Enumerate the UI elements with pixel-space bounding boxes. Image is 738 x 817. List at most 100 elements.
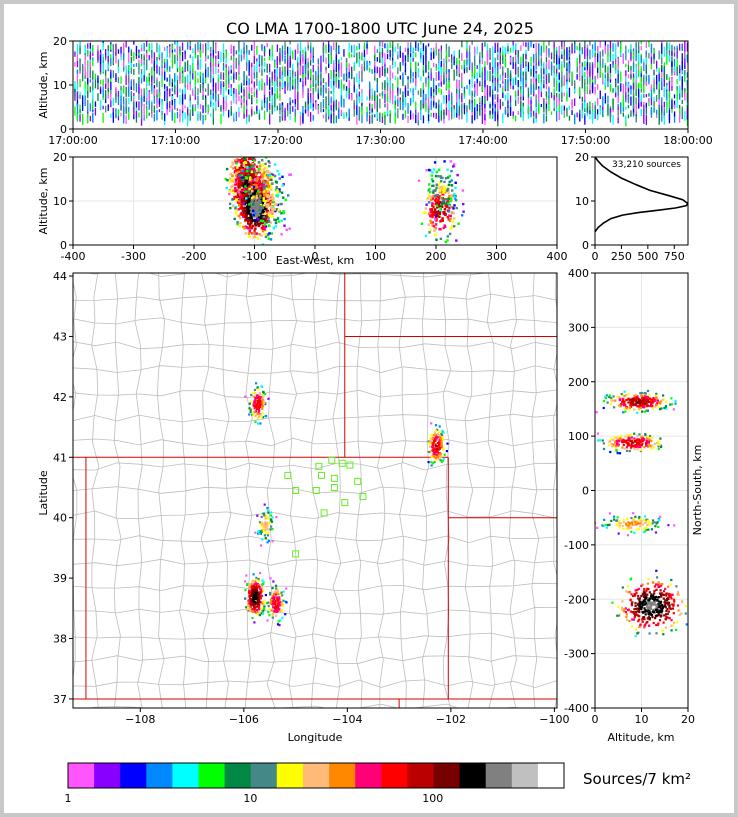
time-height-source: [110, 91, 112, 95]
time-height-source: [110, 88, 112, 92]
time-height-source: [545, 62, 548, 68]
time-height-source: [558, 60, 560, 70]
time-height-source: [643, 104, 645, 111]
time-height-source: [76, 96, 79, 106]
ew-height-source: [245, 163, 249, 166]
ew-height-source: [256, 204, 259, 207]
time-height-source: [527, 42, 530, 49]
time-height-source: [645, 64, 647, 75]
time-height-source: [481, 104, 483, 114]
ew-height-source: [250, 212, 253, 215]
ew-height-source: [258, 176, 262, 179]
ew-height-source: [244, 185, 247, 188]
time-height-source: [369, 103, 371, 111]
ew-height-source: [270, 172, 273, 176]
time-height-source: [143, 111, 145, 118]
ew-height-source: [260, 173, 263, 176]
time-height-source: [123, 42, 125, 53]
ew-height-source: [237, 178, 241, 181]
time-height-source: [474, 46, 476, 57]
ew-height-source: [274, 188, 278, 192]
ew-height-source: [242, 187, 246, 191]
time-height-source: [276, 57, 278, 66]
time-height-source: [602, 78, 604, 85]
time-height-source: [363, 42, 366, 50]
time-height-source: [535, 63, 537, 70]
time-height-source: [673, 94, 676, 99]
ew-height-source: [234, 195, 238, 198]
time-height-source: [443, 64, 445, 75]
time-height-source: [345, 58, 348, 62]
time-height-source: [422, 54, 425, 66]
time-height-source: [397, 87, 399, 92]
ew-height-source: [444, 177, 448, 180]
time-height-source: [466, 51, 468, 59]
time-height-source: [320, 63, 322, 72]
time-height-source: [240, 98, 243, 103]
time-height-source: [220, 51, 222, 63]
time-height-source: [533, 43, 535, 49]
time-height-source: [297, 80, 299, 89]
ew-height-source: [438, 181, 442, 184]
time-height-source: [315, 102, 317, 110]
time-height-source: [133, 64, 135, 67]
time-height-source: [507, 98, 509, 106]
time-height-source: [345, 86, 348, 91]
time-height-source: [640, 41, 642, 45]
time-height-source: [684, 72, 686, 83]
time-height-source: [522, 72, 524, 77]
time-height-source: [530, 72, 532, 77]
ew-height-source: [254, 173, 258, 176]
time-height-source: [594, 87, 596, 95]
time-height-source: [110, 81, 112, 90]
ew-height-source: [258, 233, 261, 236]
time-height-source: [117, 59, 120, 70]
time-height-source: [617, 104, 619, 109]
ew-height-source: [250, 205, 253, 208]
ew-height-source: [249, 194, 253, 198]
ew-height-source: [269, 238, 273, 241]
time-height-source: [650, 98, 653, 106]
ew-height-source: [235, 171, 238, 175]
time-height-source: [617, 90, 619, 96]
time-height-xtick-label: 17:20:00: [253, 134, 302, 147]
time-height-source: [217, 77, 220, 83]
time-height-source: [312, 64, 314, 73]
time-height-source: [199, 84, 202, 93]
time-height-source: [189, 74, 191, 82]
time-height-source: [497, 94, 499, 103]
time-height-source: [369, 67, 371, 73]
time-height-source: [210, 113, 212, 117]
time-height-source: [279, 103, 281, 109]
time-height-source: [435, 72, 437, 81]
time-height-source: [199, 104, 202, 110]
time-height-source: [374, 114, 376, 118]
ew-height-source: [240, 178, 243, 181]
time-height-source: [512, 77, 514, 86]
ew-height-source: [434, 223, 438, 226]
ew-height-source: [257, 186, 260, 189]
time-height-source: [476, 78, 478, 83]
time-height-xtick-label: 18:00:00: [663, 134, 712, 147]
time-height-source: [197, 95, 199, 105]
time-height-source: [556, 66, 558, 74]
ew-height-source: [255, 232, 259, 235]
time-height-source: [650, 106, 653, 116]
time-height-source: [353, 66, 355, 71]
time-height-panel: 17:00:00 17:10:00 17:20:00 17:30:00 17:40:00…: [37, 35, 713, 147]
ew-height-source: [240, 172, 243, 175]
time-height-source: [366, 47, 368, 55]
time-height-source: [632, 104, 635, 109]
time-height-source: [76, 60, 79, 68]
ew-height-source: [427, 223, 430, 226]
time-height-source: [522, 42, 524, 47]
time-height-source: [574, 114, 576, 125]
time-height-source: [512, 45, 514, 53]
time-height-source: [543, 84, 545, 89]
time-height-source: [348, 42, 350, 51]
time-height-source: [330, 113, 332, 124]
ew-height-source: [242, 178, 245, 181]
time-height-source: [328, 97, 330, 104]
time-height-source: [281, 113, 284, 121]
time-height-source: [320, 72, 322, 82]
